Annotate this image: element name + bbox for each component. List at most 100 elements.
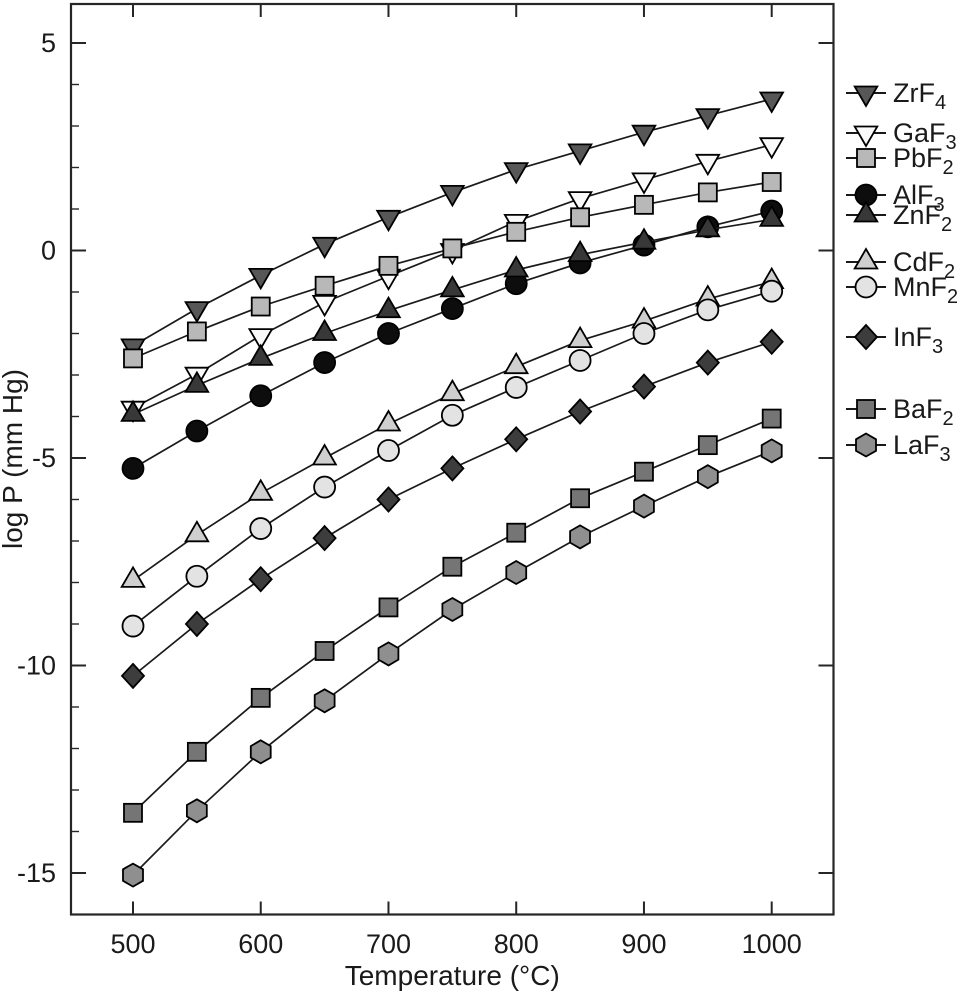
data-point-marker [504, 376, 528, 399]
data-point-marker [503, 425, 529, 453]
data-point-marker [570, 488, 590, 509]
data-point-marker [567, 143, 593, 166]
x-tick-label: 500 [110, 929, 155, 959]
data-point-marker [695, 349, 721, 376]
data-point-marker [567, 325, 593, 349]
data-point-marker [634, 194, 654, 215]
y-tick-label: -5 [32, 443, 56, 473]
data-point-marker [311, 443, 338, 466]
data-point-marker [758, 204, 785, 227]
legend-marker [856, 399, 876, 419]
legend-marker [856, 148, 876, 168]
data-point-marker [632, 322, 656, 345]
x-tick-label: 800 [494, 929, 539, 959]
legend-marker [853, 323, 879, 351]
data-point-marker [376, 486, 401, 513]
data-point-marker [633, 493, 655, 519]
data-point-marker [694, 215, 721, 238]
data-point-marker [313, 688, 336, 714]
data-point-marker [440, 455, 465, 482]
axes-box [69, 2, 835, 916]
data-point-marker [312, 524, 337, 552]
data-point-marker [761, 408, 782, 429]
series-mnf2 [121, 279, 784, 638]
data-point-marker [314, 275, 335, 296]
data-point-marker [503, 162, 530, 185]
series-zrf4 [120, 91, 785, 361]
series-baf2 [123, 408, 782, 823]
data-point-marker [184, 370, 210, 393]
data-point-marker [758, 137, 785, 160]
data-point-marker [120, 399, 146, 422]
y-tick-label: 0 [41, 236, 56, 266]
data-point-marker [377, 439, 400, 462]
data-point-marker [568, 349, 592, 372]
data-point-marker [313, 475, 337, 499]
x-axis-title: Temperature (°C) [345, 960, 560, 991]
data-point-marker [505, 559, 528, 586]
data-point-marker [506, 522, 527, 543]
legend-marker [855, 432, 877, 458]
legend-marker [853, 85, 879, 108]
data-point-marker [567, 191, 593, 214]
data-point-marker [503, 351, 530, 375]
data-point-marker [249, 739, 272, 765]
legend-marker [854, 275, 878, 299]
data-point-marker [694, 108, 721, 131]
legend-marker [853, 200, 879, 223]
data-point-marker [311, 318, 338, 341]
x-tick-label: 900 [621, 929, 666, 959]
data-point-marker [247, 267, 274, 291]
series-znf2 [120, 204, 785, 422]
series-cdf2 [120, 266, 785, 588]
data-point-marker [186, 321, 207, 342]
data-point-marker [121, 614, 145, 638]
data-point-marker [247, 478, 274, 501]
data-point-marker [631, 227, 657, 250]
data-point-marker [185, 564, 209, 588]
data-point-marker [185, 419, 209, 443]
data-point-marker [249, 517, 273, 540]
data-point-marker [120, 662, 146, 690]
y-axis-title: log P (mm Hg) [0, 369, 28, 549]
data-point-marker [123, 348, 143, 369]
data-point-marker [122, 862, 144, 888]
data-point-marker [697, 182, 718, 203]
x-tick-label: 600 [238, 929, 283, 959]
data-point-marker [378, 255, 399, 276]
data-point-marker [184, 520, 210, 543]
data-point-marker [375, 209, 402, 233]
series-inf3 [120, 328, 784, 690]
data-point-marker [631, 373, 657, 400]
data-point-marker [760, 438, 783, 464]
data-point-marker [123, 802, 143, 823]
data-point-marker [375, 295, 402, 319]
series-laf3 [122, 438, 783, 888]
data-point-marker [314, 641, 335, 661]
legend-marker [853, 247, 879, 270]
data-point-marker [185, 798, 208, 824]
data-point-marker [696, 298, 720, 322]
data-point-marker [697, 435, 718, 456]
tick-labels: 500 600 700 800 900 1000 5 0 -5 -10 -15 [17, 28, 802, 959]
data-point-marker [441, 596, 464, 623]
data-point-marker [313, 351, 337, 374]
plot-frame [69, 2, 835, 916]
data-point-marker [121, 456, 145, 480]
data-point-marker [311, 294, 338, 318]
data-point-marker [439, 378, 466, 402]
legend-marker [853, 125, 879, 148]
data-point-marker [631, 172, 657, 195]
data-point-marker [570, 207, 590, 228]
y-tick-label: -15 [17, 858, 56, 888]
data-point-marker [634, 461, 654, 482]
data-point-marker [567, 398, 593, 425]
x-tick-label: 1000 [742, 929, 802, 959]
data-point-marker [120, 565, 146, 588]
data-point-marker [311, 236, 338, 260]
data-point-marker [247, 328, 274, 351]
data-point-marker [439, 184, 466, 208]
